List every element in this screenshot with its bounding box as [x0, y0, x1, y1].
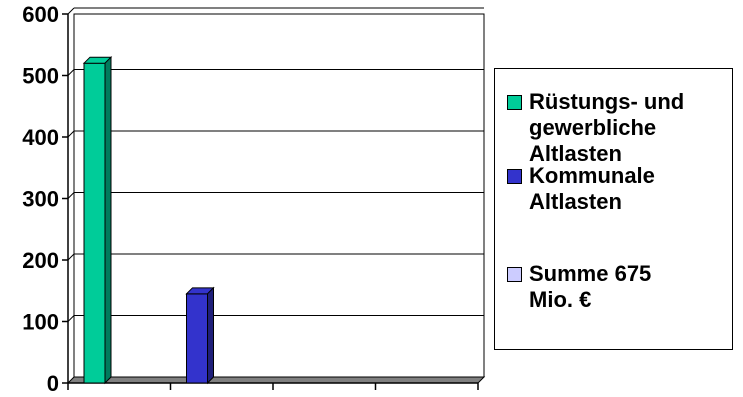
gridline-diagonal [67, 253, 75, 261]
back-wall [73, 13, 485, 378]
y-tick-label: 0 [47, 371, 59, 396]
bar [82, 55, 113, 385]
plot-walls [66, 13, 486, 384]
y-tick-label: 100 [22, 310, 59, 335]
legend: Rüstungs- und gewerbliche Altlasten Komm… [494, 68, 733, 350]
gridline-diagonal [67, 130, 75, 138]
legend-swatch-kommunale [507, 169, 522, 184]
bar-front [83, 62, 106, 384]
bars [82, 55, 215, 385]
legend-label-kommunale: Kommunale Altlasten [529, 163, 655, 214]
gridline-diagonal [67, 192, 75, 199]
legend-item-kommunale: Kommunale Altlasten [507, 163, 719, 215]
y-tick-label: 400 [22, 125, 59, 150]
legend-swatch-ruestungs [507, 95, 522, 110]
y-tick-label: 600 [22, 2, 59, 27]
legend-swatch-summe [507, 267, 522, 282]
gridlines [67, 7, 484, 322]
bar-side [104, 55, 112, 385]
bar-front [186, 293, 208, 384]
legend-label-ruestungs: Rüstungs- und gewerbliche Altlasten [529, 89, 685, 166]
legend-item-ruestungs: Rüstungs- und gewerbliche Altlasten [507, 89, 719, 167]
bar-side [207, 286, 214, 385]
gridline-diagonal [67, 69, 75, 76]
y-tick-label: 200 [22, 248, 59, 273]
y-tick-label: 300 [22, 187, 59, 212]
legend-item-summe: Summe 675 Mio. € [507, 261, 719, 313]
axes [62, 13, 479, 390]
legend-label-summe: Summe 675 Mio. € [529, 261, 652, 312]
floor [66, 376, 486, 384]
gridline-diagonal [67, 7, 75, 15]
y-tick-label: 500 [22, 64, 59, 89]
y-axis-tick-labels: 0 100 200 300 400 500 600 [22, 2, 59, 396]
bar [185, 286, 215, 385]
gridline-diagonal [67, 315, 75, 322]
